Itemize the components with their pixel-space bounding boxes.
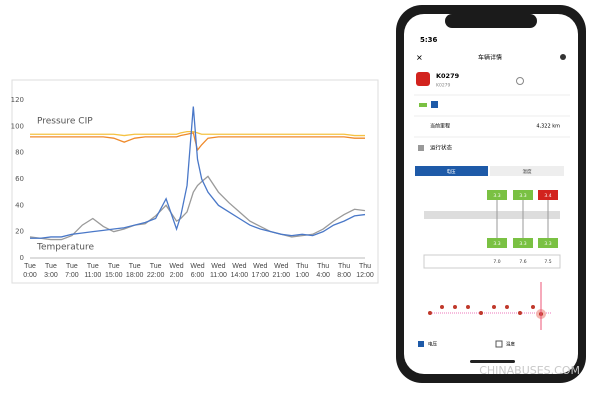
cell-bottom: [538, 238, 558, 248]
x-tick-label: Tue 15:00: [104, 263, 123, 279]
x-tick-label: Thu 8:00: [337, 263, 351, 279]
x-tick-label: Thu 12:00: [356, 263, 374, 279]
section-title: 运行状态: [430, 144, 453, 152]
checkbox[interactable]: [495, 340, 503, 348]
x-tick-label: Wed 17:00: [251, 263, 270, 279]
cell-value: 3.3: [519, 241, 526, 247]
series-line: [29, 175, 366, 241]
cell-bottom: [513, 238, 533, 248]
column-label: 7.0: [493, 259, 500, 265]
checkbox[interactable]: [418, 341, 424, 347]
check-label: 温度: [506, 341, 515, 348]
status-time: 5:36: [420, 36, 438, 44]
x-tick-label: Tue 18:00: [125, 263, 144, 279]
x-tick-label: Wed 6:00: [190, 263, 205, 279]
home-indicator: [470, 360, 515, 363]
x-tick-label: Wed 21:00: [272, 263, 291, 279]
x-tick-label: Thu 4:00: [316, 263, 330, 279]
cell-top: [487, 190, 507, 200]
annotation: Temperature: [36, 243, 94, 253]
mileage-value: 4,322 km: [536, 124, 560, 130]
cell-value: 3.3: [519, 193, 526, 199]
x-tick-label: Wed 14:00: [230, 263, 249, 279]
column-label: 7.5: [544, 259, 551, 265]
x-tick-label: Tue 3:00: [44, 263, 58, 279]
cell-value: 3.3: [544, 241, 551, 247]
chart-panel: [11, 79, 379, 284]
x-tick-label: Tue 22:00: [146, 263, 165, 279]
y-tick-label: 80: [15, 149, 24, 157]
cell-top: [538, 190, 558, 200]
tag-icon: [418, 145, 424, 151]
tab[interactable]: [490, 166, 564, 176]
x-tick-label: Tue 11:00: [84, 263, 102, 279]
x-tick-label: Thu 1:00: [295, 263, 309, 279]
x-tick-label: Wed 2:00: [169, 263, 184, 279]
y-tick-label: 20: [15, 228, 24, 236]
vehicle-icon: [416, 72, 430, 86]
column-label: 7.6: [519, 259, 526, 265]
tab-label[interactable]: 电压: [447, 168, 456, 175]
location-icon[interactable]: [560, 54, 566, 60]
cell-bar: [424, 211, 560, 219]
x-tick-label: Tue 0:00: [23, 263, 37, 279]
tab-active[interactable]: [415, 166, 488, 176]
cell-value: 3.4: [544, 193, 551, 199]
x-tick-label: Wed 11:00: [209, 263, 227, 279]
y-tick-label: 60: [15, 175, 24, 183]
dot-chart: [428, 282, 552, 330]
close-icon[interactable]: ✕: [416, 54, 423, 63]
y-tick-label: 100: [11, 122, 24, 130]
cell-bottom: [487, 238, 507, 248]
y-tick-label: 0: [20, 254, 24, 262]
vehicle-sub: K0279: [436, 83, 451, 89]
series-line: [30, 106, 366, 239]
column-box: [423, 254, 561, 269]
watermark: CHINABUSES.COM: [479, 364, 580, 377]
tab-label[interactable]: 温度: [523, 168, 532, 175]
battery-bar: [419, 103, 427, 107]
cell-value: 3.3: [493, 241, 500, 247]
notch: [445, 14, 537, 28]
series-line: [30, 132, 365, 152]
screen-title: 车辆详情: [478, 54, 502, 62]
y-tick-label: 120: [11, 96, 24, 104]
clock-icon: [516, 77, 524, 85]
vehicle-id: K0279: [436, 72, 460, 80]
mileage-label: 当前里程: [430, 123, 450, 130]
x-tick-label: Tue 7:00: [65, 263, 79, 279]
cell-top: [513, 190, 533, 200]
annotation: Pressure CIP: [37, 117, 93, 127]
y-tick-label: 40: [15, 201, 24, 209]
check-label: 电压: [428, 341, 437, 348]
parking-icon: [431, 101, 438, 108]
cell-value: 3.3: [493, 193, 500, 199]
